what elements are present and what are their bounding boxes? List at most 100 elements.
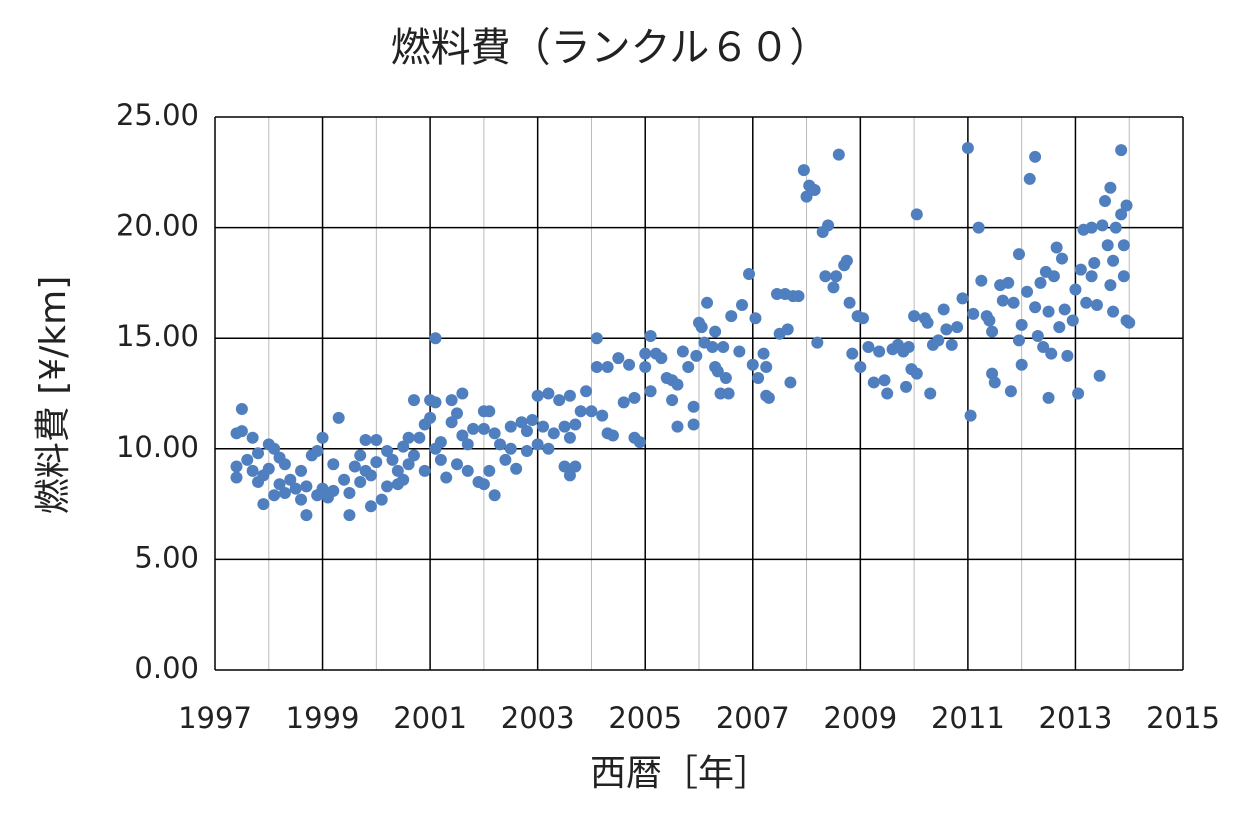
- point: [687, 400, 700, 413]
- point: [1120, 199, 1133, 212]
- point: [924, 387, 937, 400]
- point: [488, 427, 501, 440]
- point: [961, 141, 974, 154]
- point: [418, 464, 431, 477]
- point: [690, 349, 703, 362]
- point: [910, 367, 923, 380]
- point: [316, 482, 329, 495]
- point: [900, 380, 913, 393]
- point: [937, 303, 950, 316]
- point: [757, 347, 770, 360]
- point: [709, 325, 722, 338]
- point: [1090, 299, 1103, 312]
- point: [910, 208, 923, 221]
- point: [967, 307, 980, 320]
- point: [808, 183, 821, 196]
- point: [1117, 270, 1130, 283]
- point: [1093, 369, 1106, 382]
- point: [623, 358, 636, 371]
- point: [1007, 296, 1020, 309]
- point: [951, 321, 964, 334]
- point: [639, 347, 652, 360]
- point: [354, 449, 367, 462]
- point: [1015, 318, 1028, 331]
- point: [612, 352, 625, 365]
- point: [268, 489, 281, 502]
- point: [440, 471, 453, 484]
- point: [988, 376, 1001, 389]
- point: [752, 372, 765, 385]
- point: [1012, 334, 1025, 347]
- point: [461, 438, 474, 451]
- point: [235, 402, 248, 415]
- point: [590, 332, 603, 345]
- point: [520, 425, 533, 438]
- point: [1029, 301, 1042, 314]
- point: [1058, 303, 1071, 316]
- point: [515, 416, 528, 429]
- point: [332, 411, 345, 424]
- point: [300, 480, 313, 493]
- point: [1099, 195, 1112, 208]
- point: [671, 420, 684, 433]
- point: [451, 458, 463, 471]
- point: [862, 341, 875, 354]
- point: [733, 345, 746, 358]
- point: [760, 360, 773, 373]
- x-tick-label: 2005: [608, 701, 682, 735]
- point: [295, 493, 308, 506]
- point: [695, 321, 708, 334]
- point: [666, 394, 679, 407]
- point: [246, 464, 259, 477]
- point: [407, 449, 420, 462]
- point: [354, 475, 367, 488]
- point: [1115, 144, 1128, 157]
- point: [1074, 263, 1087, 276]
- point: [370, 433, 383, 446]
- point: [687, 418, 700, 431]
- point: [601, 360, 614, 373]
- point: [1101, 239, 1114, 252]
- point: [1109, 221, 1122, 234]
- point: [402, 431, 415, 444]
- point: [878, 374, 891, 387]
- point: [701, 296, 714, 309]
- point: [246, 431, 259, 444]
- point: [391, 464, 404, 477]
- point: [819, 270, 832, 283]
- point: [558, 420, 571, 433]
- point: [252, 447, 265, 460]
- point: [1037, 341, 1050, 354]
- point: [676, 345, 689, 358]
- point: [843, 296, 856, 309]
- point: [348, 460, 361, 473]
- point: [800, 190, 813, 203]
- point: [1085, 270, 1098, 283]
- point: [429, 396, 442, 409]
- point: [402, 458, 415, 471]
- point: [483, 405, 496, 418]
- x-axis-label: 西暦［年］: [590, 753, 770, 794]
- point: [343, 509, 356, 522]
- x-tick-label: 2003: [501, 701, 575, 735]
- point: [1056, 252, 1068, 265]
- point: [413, 431, 426, 444]
- point: [381, 480, 394, 493]
- point: [268, 442, 281, 455]
- point: [945, 338, 958, 351]
- point: [563, 469, 576, 482]
- point: [563, 389, 576, 402]
- point: [902, 341, 915, 354]
- point: [574, 405, 587, 418]
- point: [558, 460, 571, 473]
- point: [762, 391, 775, 404]
- point: [445, 416, 458, 429]
- point: [722, 387, 735, 400]
- point: [397, 440, 410, 453]
- point: [381, 445, 394, 458]
- point: [477, 478, 490, 491]
- point: [1104, 279, 1117, 292]
- point: [504, 442, 517, 455]
- point: [278, 458, 291, 471]
